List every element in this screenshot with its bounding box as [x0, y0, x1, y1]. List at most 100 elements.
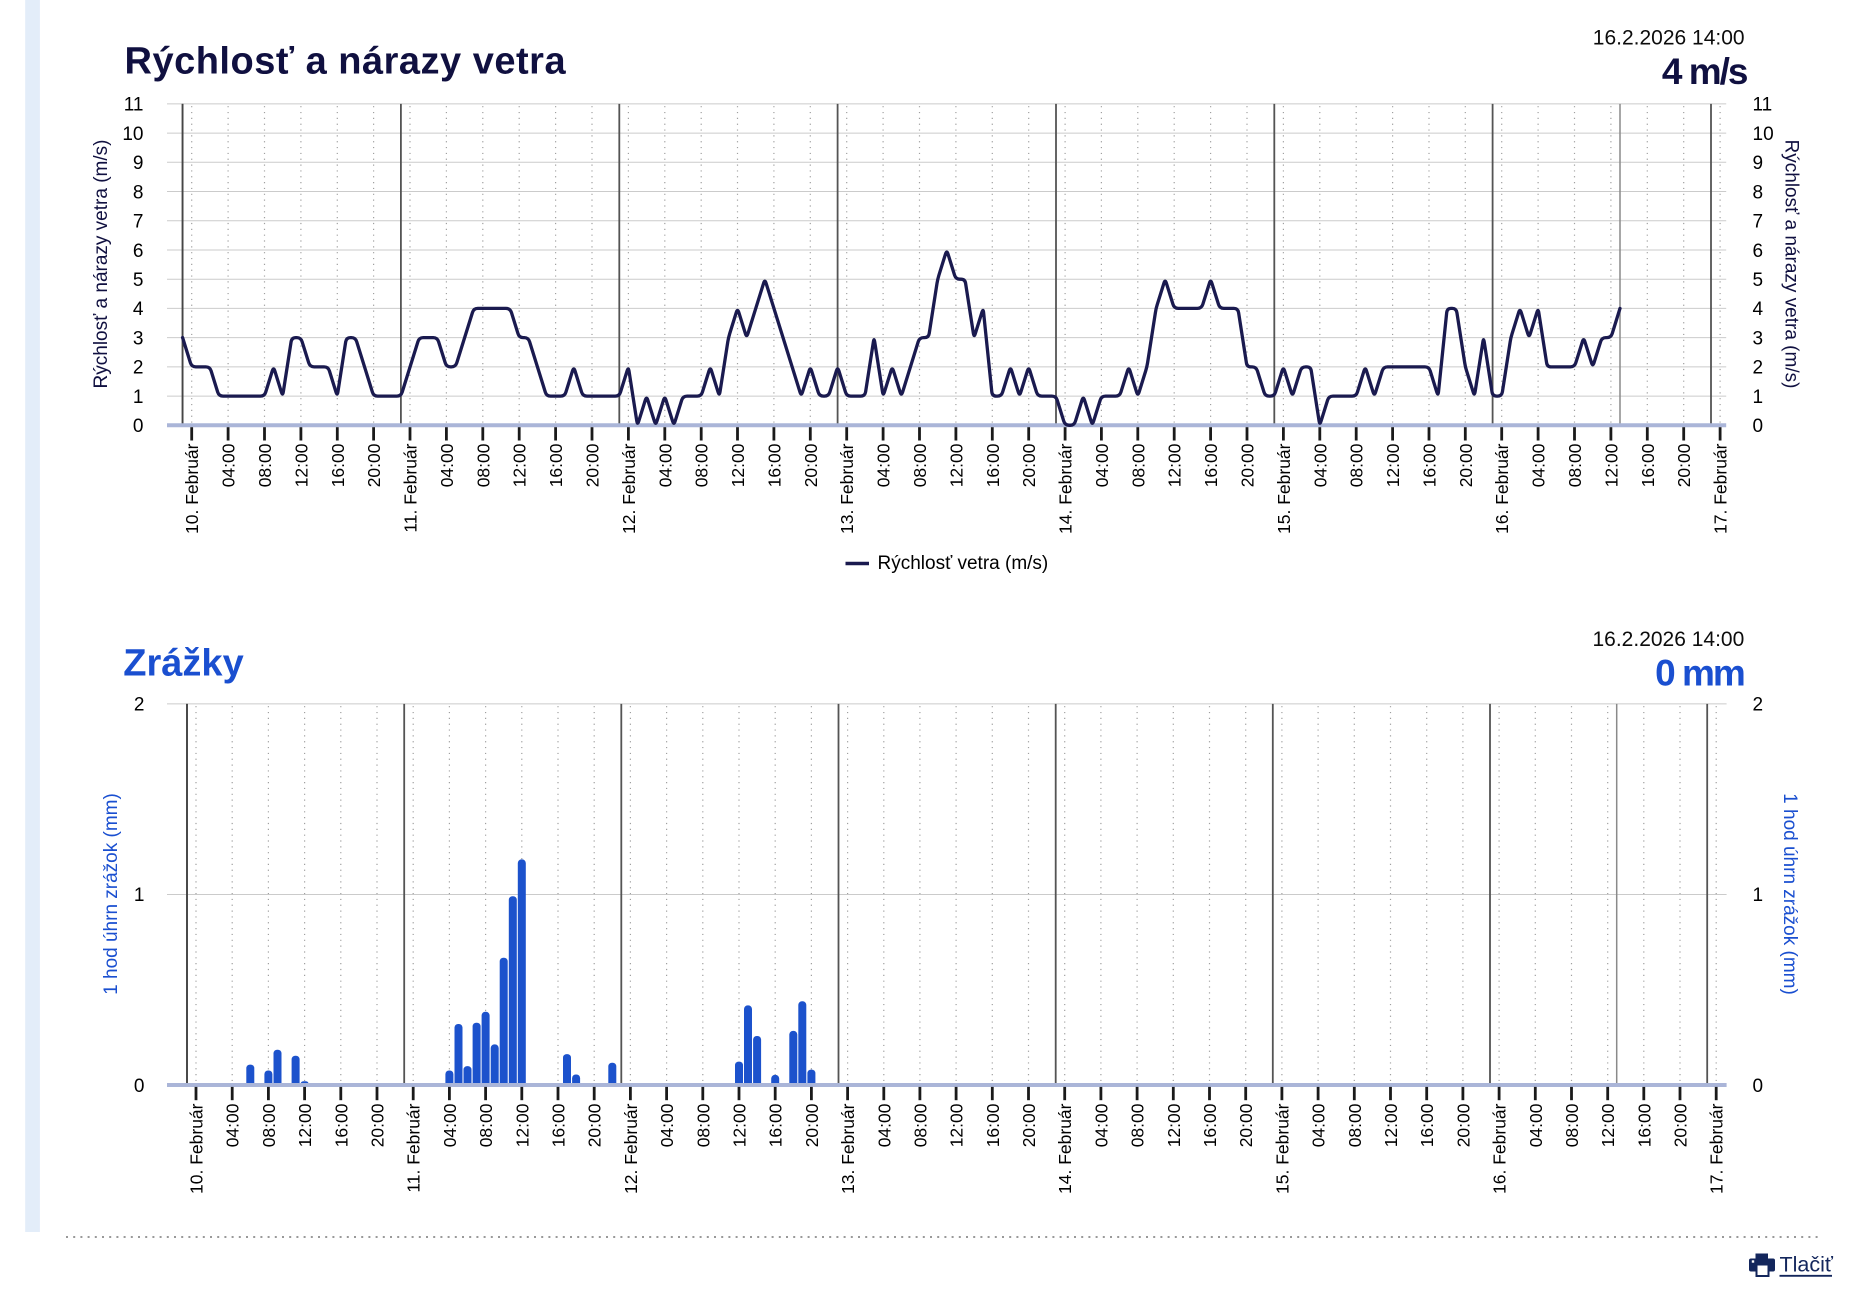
svg-text:12:00: 12:00: [728, 443, 748, 487]
svg-text:16:00: 16:00: [983, 1103, 1003, 1147]
svg-text:08:00: 08:00: [693, 1103, 713, 1147]
svg-text:0: 0: [1753, 416, 1764, 437]
svg-text:9: 9: [1753, 153, 1764, 174]
svg-text:04:00: 04:00: [223, 1103, 243, 1147]
svg-text:12:00: 12:00: [1383, 443, 1403, 487]
svg-text:11. Február: 11. Február: [401, 443, 421, 532]
svg-text:Rýchlosť a nárazy vetra: Rýchlosť a nárazy vetra: [125, 41, 567, 83]
svg-text:12. Február: 12. Február: [621, 1103, 641, 1194]
svg-text:12:00: 12:00: [510, 443, 530, 487]
svg-text:12:00: 12:00: [1601, 443, 1621, 487]
svg-text:12:00: 12:00: [947, 1103, 967, 1147]
svg-text:16:00: 16:00: [1420, 443, 1440, 487]
svg-text:04:00: 04:00: [1310, 443, 1330, 487]
svg-text:20:00: 20:00: [1236, 1103, 1256, 1147]
svg-text:16:00: 16:00: [549, 1103, 569, 1147]
svg-text:12:00: 12:00: [946, 443, 966, 487]
svg-text:14. Február: 14. Február: [1055, 1103, 1075, 1194]
svg-text:9: 9: [133, 153, 144, 174]
svg-text:10. Február: 10. Február: [187, 1103, 207, 1194]
svg-text:08:00: 08:00: [1345, 1103, 1365, 1147]
svg-text:04:00: 04:00: [219, 443, 239, 487]
svg-text:20:00: 20:00: [1238, 443, 1258, 487]
svg-text:16:00: 16:00: [1638, 443, 1658, 487]
svg-text:20:00: 20:00: [1453, 1103, 1473, 1147]
svg-text:2: 2: [1753, 358, 1764, 379]
svg-text:15. Február: 15. Február: [1274, 443, 1294, 534]
svg-text:4: 4: [133, 299, 144, 320]
svg-text:12:00: 12:00: [1381, 1103, 1401, 1147]
svg-text:08:00: 08:00: [910, 443, 930, 487]
svg-text:0: 0: [1753, 1076, 1764, 1097]
svg-text:20:00: 20:00: [1671, 1103, 1691, 1147]
svg-text:08:00: 08:00: [473, 443, 493, 487]
svg-text:12:00: 12:00: [1164, 1103, 1184, 1147]
svg-text:04:00: 04:00: [1091, 1103, 1111, 1147]
svg-text:16:00: 16:00: [546, 443, 566, 487]
svg-text:1 hod úhrn zrážok (mm): 1 hod úhrn zrážok (mm): [101, 793, 122, 995]
svg-text:4: 4: [1753, 299, 1764, 320]
svg-text:20:00: 20:00: [1674, 443, 1694, 487]
svg-text:04:00: 04:00: [657, 1103, 677, 1147]
svg-text:1: 1: [134, 885, 145, 906]
svg-text:7: 7: [133, 212, 144, 233]
svg-text:11: 11: [1753, 95, 1773, 116]
svg-text:12:00: 12:00: [291, 443, 311, 487]
svg-text:20:00: 20:00: [1456, 443, 1476, 487]
svg-text:5: 5: [1753, 270, 1764, 291]
svg-text:15. Február: 15. Február: [1272, 1103, 1292, 1194]
svg-text:3: 3: [133, 328, 144, 349]
svg-text:1: 1: [1753, 387, 1764, 408]
svg-text:12. Február: 12. Február: [619, 443, 639, 534]
svg-text:04:00: 04:00: [1526, 1103, 1546, 1147]
svg-text:7: 7: [1753, 212, 1764, 233]
svg-text:16. Február: 16. Február: [1490, 1103, 1510, 1194]
svg-text:12:00: 12:00: [730, 1103, 750, 1147]
svg-text:1: 1: [133, 387, 144, 408]
svg-text:8: 8: [1753, 182, 1764, 203]
svg-text:04:00: 04:00: [874, 1103, 894, 1147]
svg-text:16:00: 16:00: [328, 443, 348, 487]
svg-text:16:00: 16:00: [1201, 443, 1221, 487]
svg-text:2: 2: [133, 358, 144, 379]
svg-text:16. Február: 16. Február: [1492, 443, 1512, 534]
svg-text:20:00: 20:00: [583, 443, 603, 487]
svg-text:6: 6: [133, 241, 144, 262]
svg-text:17. Február: 17. Február: [1711, 443, 1731, 534]
svg-text:08:00: 08:00: [910, 1103, 930, 1147]
svg-text:Tlačiť: Tlačiť: [1780, 1253, 1834, 1277]
svg-text:13. Február: 13. Február: [838, 1103, 858, 1194]
svg-text:8: 8: [133, 182, 144, 203]
svg-text:2: 2: [1753, 695, 1764, 716]
svg-text:20:00: 20:00: [364, 443, 384, 487]
svg-text:Zrážky: Zrážky: [123, 642, 243, 684]
svg-text:0: 0: [134, 1076, 145, 1097]
svg-text:13. Február: 13. Február: [837, 443, 857, 534]
svg-text:12:00: 12:00: [295, 1103, 315, 1147]
svg-text:16.2.2026 14:00: 16.2.2026 14:00: [1592, 628, 1744, 651]
svg-text:04:00: 04:00: [1309, 1103, 1329, 1147]
svg-text:16:00: 16:00: [1417, 1103, 1437, 1147]
svg-text:Rýchlosť vetra (m/s): Rýchlosť vetra (m/s): [878, 553, 1049, 574]
svg-text:08:00: 08:00: [1347, 443, 1367, 487]
svg-text:04:00: 04:00: [437, 443, 457, 487]
svg-text:08:00: 08:00: [1128, 1103, 1148, 1147]
svg-text:6: 6: [1753, 241, 1764, 262]
svg-text:3: 3: [1753, 328, 1764, 349]
svg-text:16:00: 16:00: [983, 443, 1003, 487]
svg-text:10: 10: [1753, 124, 1774, 145]
svg-text:16:00: 16:00: [1200, 1103, 1220, 1147]
svg-text:10. Február: 10. Február: [182, 443, 202, 534]
svg-text:12:00: 12:00: [512, 1103, 532, 1147]
svg-text:08:00: 08:00: [1565, 443, 1585, 487]
svg-text:4 m/s: 4 m/s: [1662, 51, 1748, 92]
svg-text:04:00: 04:00: [1529, 443, 1549, 487]
svg-text:04:00: 04:00: [874, 443, 894, 487]
svg-text:2: 2: [134, 695, 145, 716]
svg-text:20:00: 20:00: [585, 1103, 605, 1147]
svg-text:08:00: 08:00: [255, 443, 275, 487]
svg-text:Rýchlosť a nárazy vetra (m/s): Rýchlosť a nárazy vetra (m/s): [1781, 140, 1802, 389]
svg-text:Rýchlosť a nárazy vetra (m/s): Rýchlosť a nárazy vetra (m/s): [91, 140, 112, 389]
svg-text:04:00: 04:00: [1092, 443, 1112, 487]
svg-text:20:00: 20:00: [1019, 443, 1039, 487]
